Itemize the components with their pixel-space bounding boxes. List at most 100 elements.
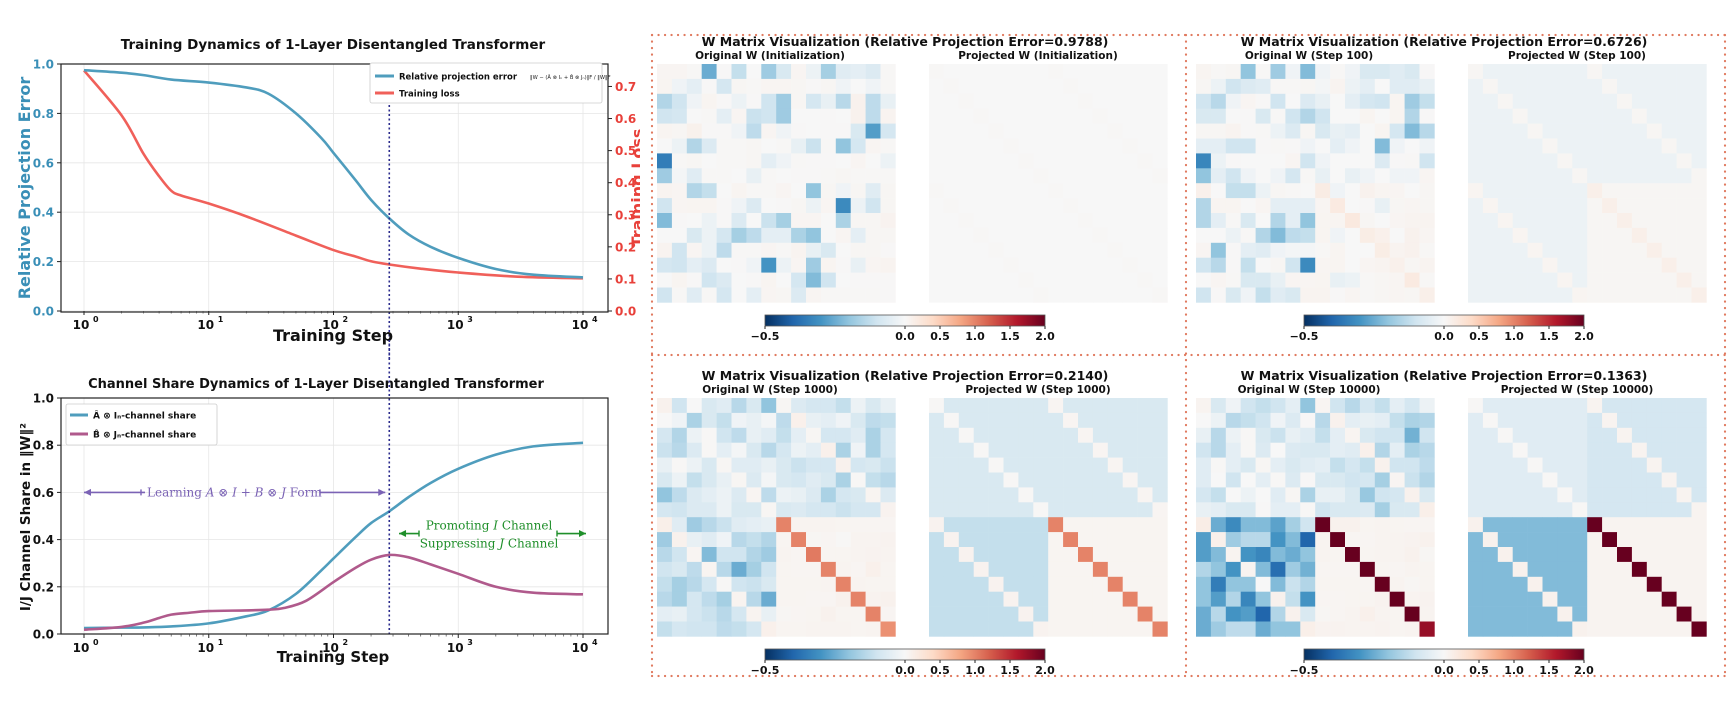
heatmap-cell — [1617, 502, 1633, 518]
heatmap-cell — [1152, 138, 1168, 154]
heatmap-cell — [1557, 242, 1573, 258]
heatmap-cell — [1210, 576, 1227, 592]
heatmap-cell — [1389, 168, 1405, 184]
heatmap-cell — [1482, 64, 1499, 80]
heatmap-cell — [1374, 227, 1390, 244]
heatmap-cell — [1315, 183, 1331, 199]
heatmap-cell — [1122, 78, 1138, 95]
heatmap-cell — [1033, 213, 1049, 229]
heatmap-cell — [1419, 427, 1435, 443]
heatmap-cell — [1404, 227, 1420, 244]
heatmap-cell — [1482, 457, 1499, 473]
heatmap-cell — [820, 606, 837, 622]
heatmap-cell — [820, 398, 837, 414]
heatmap-cell — [1631, 138, 1648, 154]
heatmap-cell — [943, 227, 960, 244]
heatmap-cell — [1107, 123, 1123, 139]
heatmap-cell — [880, 502, 896, 518]
heatmap-cell — [746, 457, 762, 473]
heatmap-cell — [1587, 287, 1603, 303]
heatmap-cell — [1063, 198, 1079, 214]
original-subtitle: Original W (Initialization) — [695, 50, 845, 62]
heatmap-cell — [1210, 123, 1227, 139]
heatmap-cell — [1270, 442, 1286, 458]
heatmap-cell — [865, 272, 881, 288]
heatmap-cell — [1419, 532, 1435, 548]
learning-form-annotation: Learning A ⊗ I + B ⊗ J Form — [147, 485, 322, 499]
heatmap-cell — [1389, 108, 1405, 124]
heatmap-cell — [865, 153, 881, 169]
heatmap-cell — [835, 287, 851, 303]
heatmap-cell — [973, 517, 989, 533]
heatmap-cell — [1300, 517, 1316, 533]
heatmap-cell — [1691, 487, 1707, 503]
heatmap-cell — [1646, 457, 1662, 473]
heatmap-cell — [791, 532, 807, 548]
x-tick-label: 10 — [73, 318, 90, 332]
heatmap-cell — [1107, 93, 1123, 109]
heatmap-cell — [1676, 198, 1692, 214]
heatmap-cell — [973, 398, 989, 414]
heatmap-cell — [1617, 108, 1633, 124]
heatmap-cell — [1482, 272, 1499, 288]
heatmap-cell — [746, 138, 762, 154]
heatmap-cell — [1646, 257, 1662, 273]
heatmap-cell — [1345, 78, 1361, 95]
heatmap-cell — [1497, 576, 1513, 592]
legend-label-b: B̂ ⊗ Jₙ-channel share — [93, 429, 196, 441]
heatmap-cell — [671, 287, 688, 303]
heatmap-cell — [1676, 272, 1692, 288]
heatmap-cell — [1092, 227, 1109, 244]
heatmap-cell — [1137, 183, 1153, 199]
heatmap-cell — [1468, 168, 1484, 184]
heatmap-cell — [1359, 93, 1376, 109]
heatmap-cell — [943, 78, 960, 95]
heatmap-cell — [1137, 168, 1153, 184]
heatmap-cell — [1033, 591, 1049, 607]
heatmap-cell — [1587, 108, 1603, 124]
heatmap-cell — [1225, 576, 1241, 592]
heatmap-cell — [1359, 621, 1376, 637]
heatmap-cell — [657, 398, 673, 414]
heatmap-cell — [1374, 108, 1390, 124]
heatmap-cell — [1092, 427, 1109, 443]
heatmap-cell — [835, 547, 851, 563]
heatmap-cell — [1587, 532, 1603, 548]
heatmap-cell — [865, 78, 881, 95]
heatmap-cell — [731, 272, 747, 288]
heatmap-cell — [1602, 621, 1618, 637]
heatmap-cell — [1646, 472, 1662, 488]
heatmap-cell — [1255, 502, 1271, 518]
heatmap-cell — [1255, 487, 1271, 503]
heatmap-cell — [1676, 398, 1692, 414]
heatmap-cell — [671, 427, 688, 443]
heatmap-cell — [973, 108, 989, 124]
heatmap-cell — [1661, 242, 1677, 258]
heatmap-cell — [1078, 272, 1094, 288]
heatmap-cell — [1003, 64, 1019, 80]
heatmap-cell — [1512, 412, 1528, 429]
heatmap-cell — [1497, 487, 1513, 503]
heatmap-cell — [988, 272, 1004, 288]
heatmap-cell — [1661, 487, 1677, 503]
heatmap-cell — [1122, 487, 1138, 503]
heatmap-cell — [820, 64, 837, 80]
heatmap-cell — [1359, 561, 1376, 578]
heatmap-cell — [1122, 412, 1138, 429]
heatmap-cell — [1676, 168, 1692, 184]
heatmap-cell — [1527, 78, 1543, 95]
y-tick-label: 1.0 — [33, 392, 54, 406]
heatmap-cell — [1602, 487, 1618, 503]
heatmap-cell — [1587, 153, 1603, 169]
heatmap-cell — [806, 123, 822, 139]
heatmap-cell — [776, 547, 792, 563]
heatmap-cell — [929, 183, 945, 199]
heatmap-cell — [1048, 561, 1064, 578]
heatmap-cell — [1676, 64, 1692, 80]
heatmap-cell — [1572, 591, 1588, 607]
heatmap-cell — [1092, 242, 1109, 258]
heatmap-cell — [1003, 457, 1019, 473]
heatmap-cell — [1107, 621, 1123, 637]
heatmap-cell — [746, 561, 762, 578]
heatmap-cell — [1602, 64, 1618, 80]
